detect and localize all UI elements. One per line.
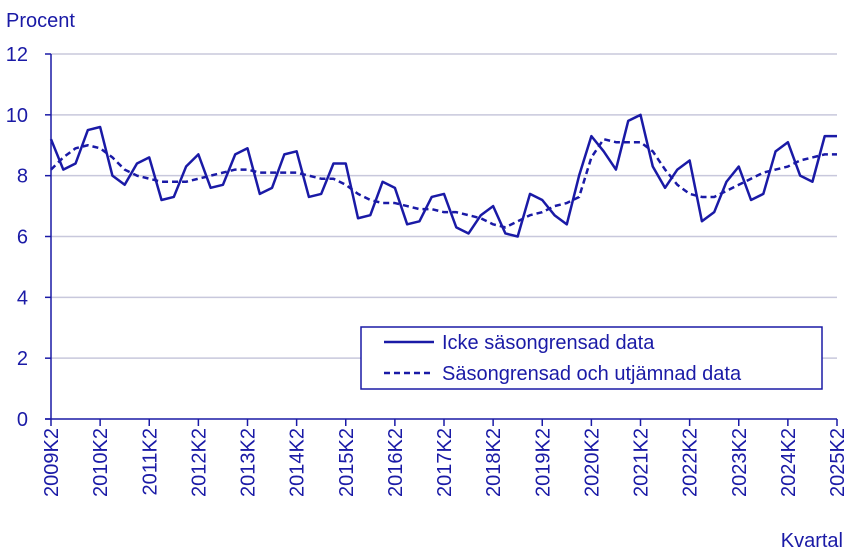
y-tick-label-10: 10 [6,105,28,127]
x-tick-label-2011K2: 2011K2 [139,428,161,495]
x-tick-label-2025K2: 2025K2 [827,428,849,497]
y-tick-label-12: 12 [6,44,28,66]
x-tick-label-2017K2: 2017K2 [434,428,456,497]
y-tick-label-4: 4 [17,287,28,309]
y-tick-label-8: 8 [17,166,28,188]
x-tick-label-2015K2: 2015K2 [336,428,358,497]
x-tick-label-2020K2: 2020K2 [581,428,603,497]
x-tick-label-2009K2: 2009K2 [41,428,63,497]
x-tick-label-2010K2: 2010K2 [90,428,112,497]
x-tick-label-2022K2: 2022K2 [680,428,702,497]
series-line-2 [50,137,837,229]
legend: Icke säsongrensad data Säsongrensad och … [360,326,823,390]
y-axis-title: Procent [6,10,75,32]
gridlines [51,53,837,359]
legend-label-series-1: Icke säsongrensad data [442,332,655,354]
y-tick-label-2: 2 [17,348,28,370]
series-line-1 [49,113,837,238]
x-tick-label-2024K2: 2024K2 [778,428,800,497]
x-tick-label-2013K2: 2013K2 [238,428,260,497]
x-tick-label-2016K2: 2016K2 [385,428,407,497]
y-tick-label-0: 0 [17,409,28,431]
legend-box [360,326,823,390]
x-tick-label-2023K2: 2023K2 [729,428,751,497]
legend-label-series-2: Säsongrensad och utjämnad data [442,363,742,385]
x-tick-labels: 2009K2 2010K2 2011K2 2012K2 2013K2 2014K2 2015… [41,419,849,497]
x-tick-label-2018K2: 2018K2 [483,428,505,497]
x-tick-label-2019K2: 2019K2 [532,428,554,497]
x-tick-label-2014K2: 2014K2 [287,428,309,497]
x-tick-label-2021K2: 2021K2 [631,428,653,497]
y-tick-labels: 0 2 4 6 8 10 12 [6,44,51,431]
x-tick-label-2012K2: 2012K2 [188,428,210,497]
y-tick-label-6: 6 [17,227,28,249]
series-lines [49,113,837,238]
x-axis-title: Kvartal [781,530,843,552]
